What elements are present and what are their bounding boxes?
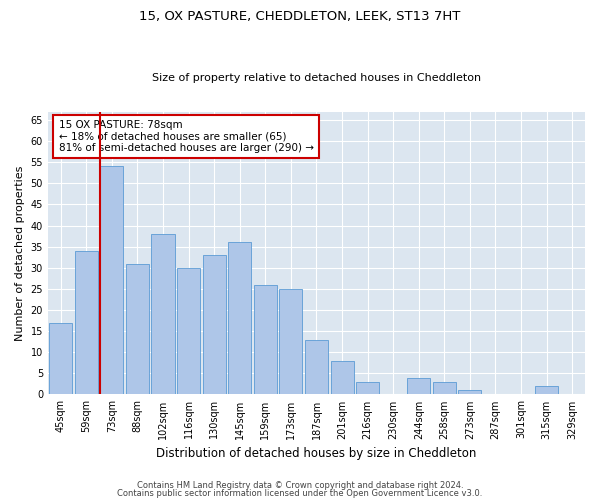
Text: 15, OX PASTURE, CHEDDLETON, LEEK, ST13 7HT: 15, OX PASTURE, CHEDDLETON, LEEK, ST13 7… <box>139 10 461 23</box>
Text: 15 OX PASTURE: 78sqm
← 18% of detached houses are smaller (65)
81% of semi-detac: 15 OX PASTURE: 78sqm ← 18% of detached h… <box>59 120 314 153</box>
Bar <box>177 268 200 394</box>
Bar <box>280 289 302 395</box>
Bar <box>100 166 124 394</box>
Text: Contains HM Land Registry data © Crown copyright and database right 2024.: Contains HM Land Registry data © Crown c… <box>137 481 463 490</box>
Bar <box>75 251 98 394</box>
Bar <box>151 234 175 394</box>
Bar <box>203 255 226 394</box>
Bar <box>407 378 430 394</box>
X-axis label: Distribution of detached houses by size in Cheddleton: Distribution of detached houses by size … <box>156 447 476 460</box>
Y-axis label: Number of detached properties: Number of detached properties <box>15 166 25 340</box>
Bar <box>254 284 277 395</box>
Title: Size of property relative to detached houses in Cheddleton: Size of property relative to detached ho… <box>152 73 481 83</box>
Bar <box>433 382 456 394</box>
Bar <box>331 360 353 394</box>
Bar <box>126 264 149 394</box>
Bar <box>228 242 251 394</box>
Bar <box>49 322 72 394</box>
Bar <box>356 382 379 394</box>
Bar <box>305 340 328 394</box>
Text: Contains public sector information licensed under the Open Government Licence v3: Contains public sector information licen… <box>118 488 482 498</box>
Bar <box>535 386 558 394</box>
Bar <box>458 390 481 394</box>
